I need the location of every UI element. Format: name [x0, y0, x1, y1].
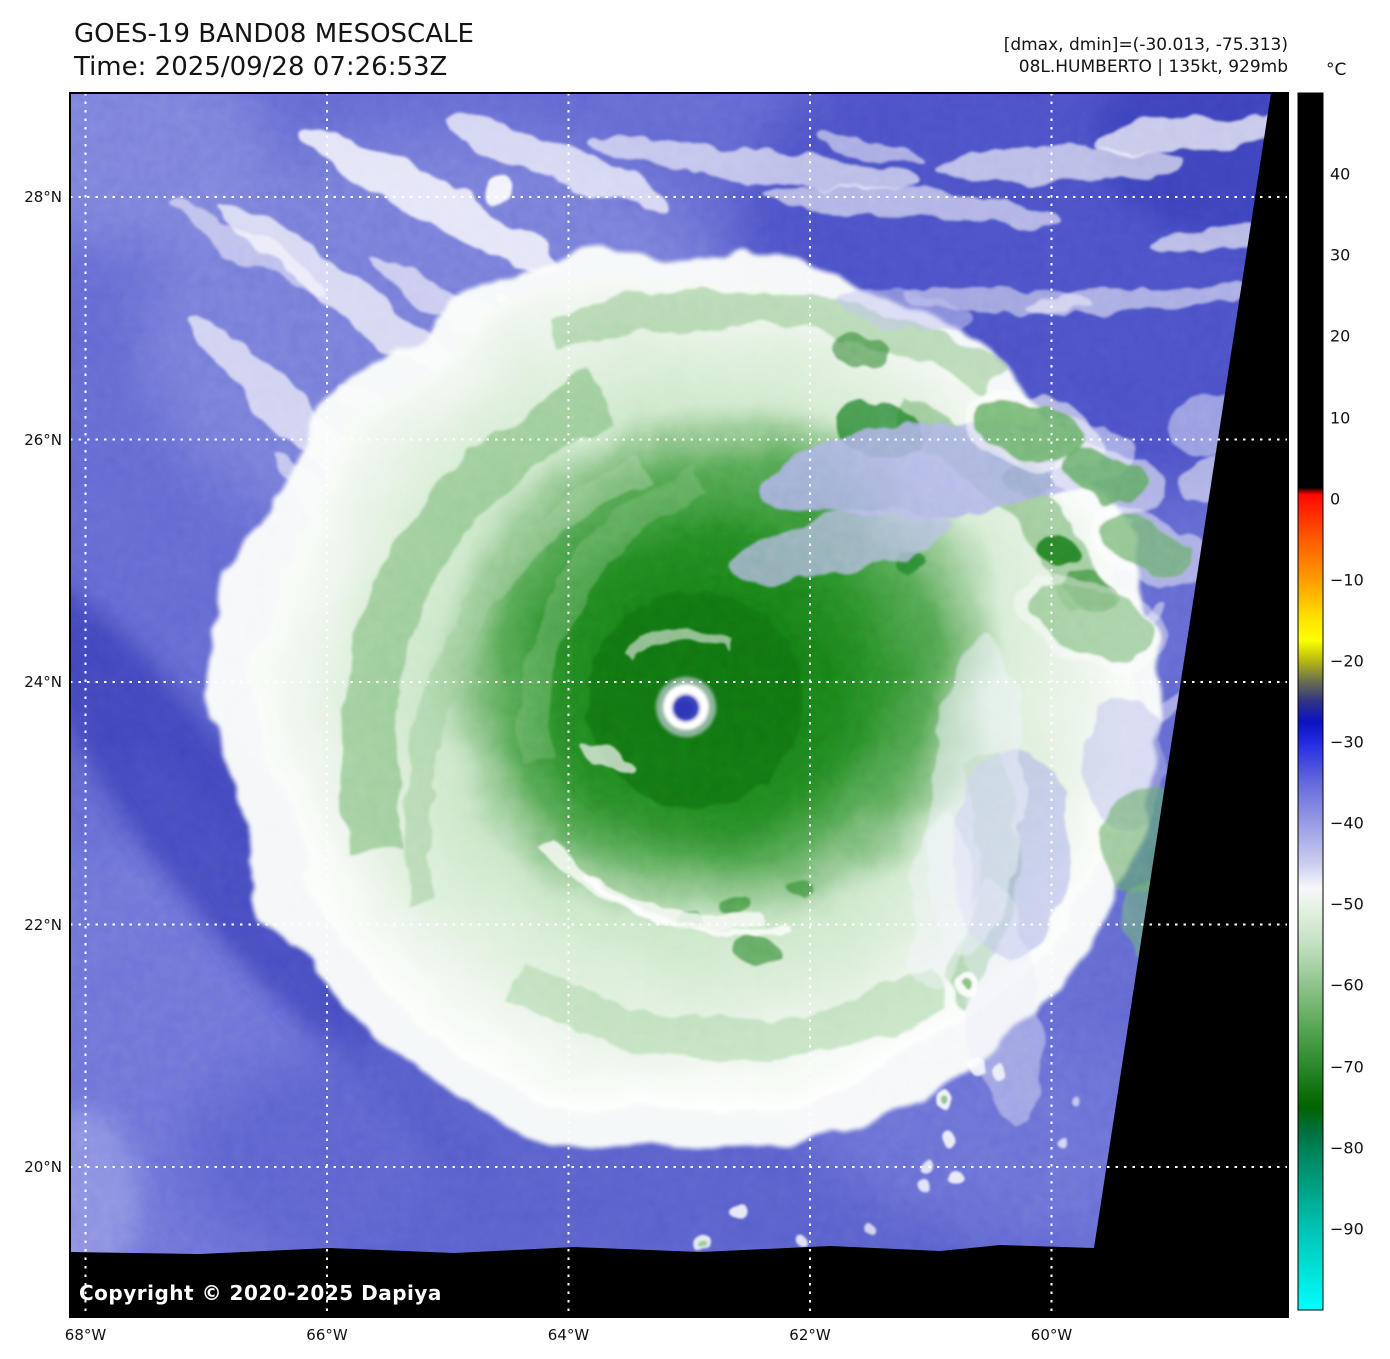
colorbar-tick: 40: [1330, 164, 1351, 184]
graticule-grid-lines: [70, 93, 1288, 1317]
lon-label: 68°W: [64, 1326, 107, 1344]
title-line-1: GOES-19 BAND08 MESOSCALE: [74, 19, 474, 49]
lat-label: 24°N: [24, 673, 62, 691]
lon-label: 64°W: [547, 1326, 590, 1344]
storm-intensity-readout: 08L.HUMBERTO | 135kt, 929mb: [1018, 57, 1288, 77]
colorbar-tick: 0: [1330, 489, 1341, 509]
plot-title: GOES-19 BAND08 MESOSCALE Time: 2025/09/2…: [74, 18, 474, 84]
storm-info: [dmax, dmin]=(-30.013, -75.313) 08L.HUMB…: [1004, 34, 1288, 78]
map-frame: [69, 92, 1289, 1318]
colorbar-tick: 30: [1330, 245, 1351, 265]
title-line-2: Time: 2025/09/28 07:26:53Z: [74, 52, 448, 82]
colorbar-tick: −20: [1330, 651, 1364, 671]
colorbar-tick: 10: [1330, 408, 1351, 428]
lon-label: 62°W: [789, 1326, 831, 1344]
colorbar-tick: −70: [1330, 1057, 1364, 1077]
colorbar-tick: −10: [1330, 570, 1364, 590]
colorbar-tick: −50: [1330, 894, 1364, 914]
lat-label: 22°N: [24, 915, 62, 934]
colorbar-tick: −60: [1330, 975, 1364, 995]
lat-label: 26°N: [24, 430, 62, 449]
coarse-grain-texture: [70, 93, 1271, 1254]
lat-label: 28°N: [24, 188, 62, 206]
lat-label: 20°N: [24, 1158, 62, 1176]
satellite-image: [70, 93, 1271, 1254]
colorbar-tick: −30: [1330, 732, 1364, 752]
colorbar-tick: −80: [1330, 1138, 1364, 1158]
colorbar-tick: 20: [1330, 326, 1351, 346]
colorbar-tick: −90: [1330, 1219, 1364, 1239]
copyright-watermark: Copyright © 2020-2025 Dapiya: [79, 1281, 442, 1305]
colorbar: [1297, 92, 1324, 1311]
lon-label: 60°W: [1030, 1326, 1073, 1344]
colorbar-tick: −40: [1330, 813, 1364, 833]
colorbar-unit-label: °C: [1326, 60, 1347, 80]
lon-label: 66°W: [306, 1326, 348, 1344]
dmax-dmin-readout: [dmax, dmin]=(-30.013, -75.313): [1003, 35, 1288, 55]
